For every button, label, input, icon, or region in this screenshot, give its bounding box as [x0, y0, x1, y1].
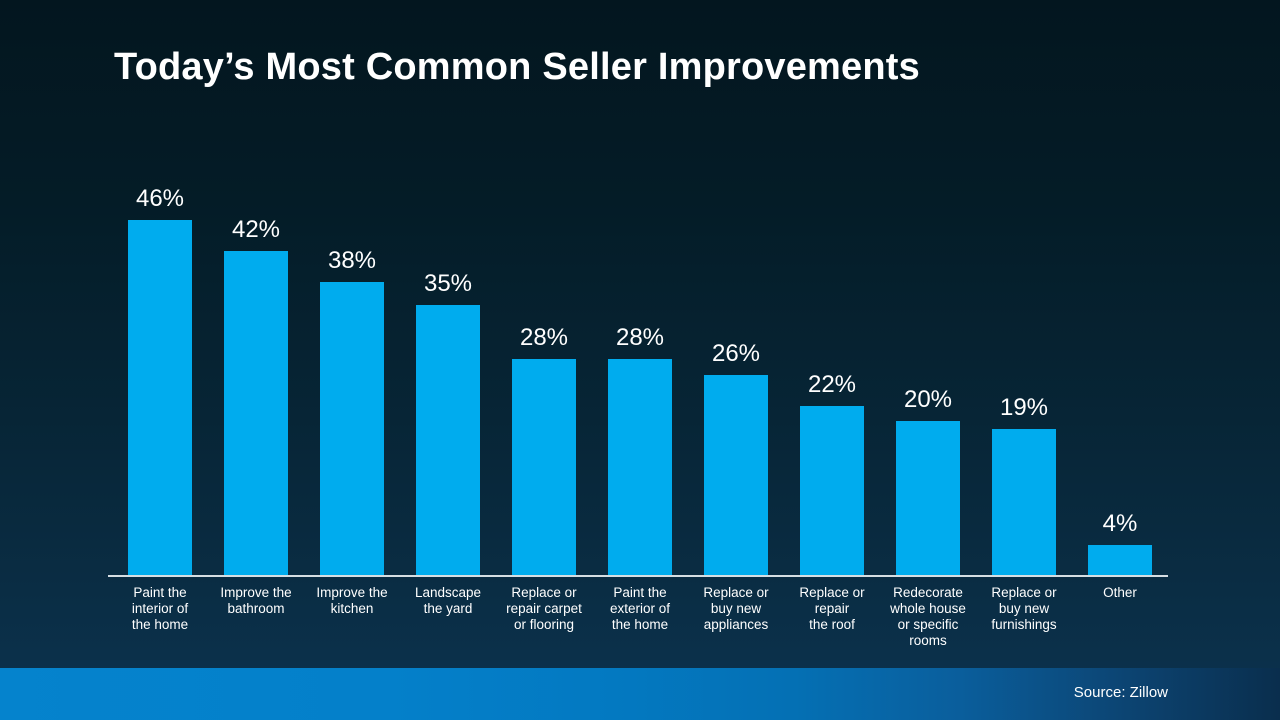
bar-value-label: 26%	[711, 340, 761, 367]
bar	[512, 359, 576, 576]
bar-category-label: Replace or repair the roof	[799, 585, 865, 632]
bar	[416, 305, 480, 576]
bar-category-label: Improve the kitchen	[316, 585, 388, 616]
bar-column: 22% Replace or repair the roof	[784, 0, 880, 668]
bar-column: 19% Replace or buy new furnishings	[976, 0, 1072, 668]
bar	[320, 282, 384, 576]
bar-category-label: Replace or buy new appliances	[703, 585, 769, 632]
footer-band	[0, 668, 1280, 720]
bar-value-label: 28%	[519, 324, 569, 351]
source-attribution: Source: Zillow	[1073, 684, 1168, 701]
bar-category-label: Paint the exterior of the home	[609, 585, 671, 632]
bar	[128, 220, 192, 576]
bar-column: 28% Replace or repair carpet or flooring	[496, 0, 592, 668]
bar-category-label: Replace or buy new furnishings	[991, 585, 1057, 632]
bar-value-label: 20%	[903, 386, 953, 413]
bar-value-label: 35%	[423, 270, 473, 297]
bar-category-label: Improve the bathroom	[220, 585, 292, 616]
bar-category-label: Replace or repair carpet or flooring	[506, 585, 582, 632]
bar-category-label: Landscape the yard	[414, 585, 482, 616]
bar-value-label: 22%	[807, 371, 857, 398]
bar-column: 28% Paint the exterior of the home	[592, 0, 688, 668]
bar	[800, 406, 864, 576]
bar-value-label: 28%	[615, 324, 665, 351]
bar-category-label: Paint the interior of the home	[131, 585, 189, 632]
bar-value-label: 4%	[1102, 510, 1138, 537]
bar-category-label: Redecorate whole house or specific rooms	[890, 585, 966, 648]
chart-title: Today’s Most Common Seller Improvements	[114, 46, 920, 88]
bar-columns: 46% Paint the interior of the home 42% I…	[112, 0, 1166, 668]
bar-column: 4% Other	[1072, 0, 1168, 668]
bar	[224, 251, 288, 576]
bar-column: 42% Improve the bathroom	[208, 0, 304, 668]
bar-column: 26% Replace or buy new appliances	[688, 0, 784, 668]
x-axis-line	[108, 575, 1168, 577]
bar	[1088, 545, 1152, 576]
bar-value-label: 46%	[135, 185, 185, 212]
bar-category-label: Other	[1103, 585, 1137, 600]
bar	[704, 375, 768, 576]
bar-value-label: 42%	[231, 216, 281, 243]
bar-column: 35% Landscape the yard	[400, 0, 496, 668]
bar	[896, 421, 960, 576]
bar-value-label: 38%	[327, 247, 377, 274]
bar-column: 46% Paint the interior of the home	[112, 0, 208, 668]
bar	[608, 359, 672, 576]
bar-column: 20% Redecorate whole house or specific r…	[880, 0, 976, 668]
bar	[992, 429, 1056, 576]
bar-column: 38% Improve the kitchen	[304, 0, 400, 668]
bar-value-label: 19%	[999, 394, 1049, 421]
